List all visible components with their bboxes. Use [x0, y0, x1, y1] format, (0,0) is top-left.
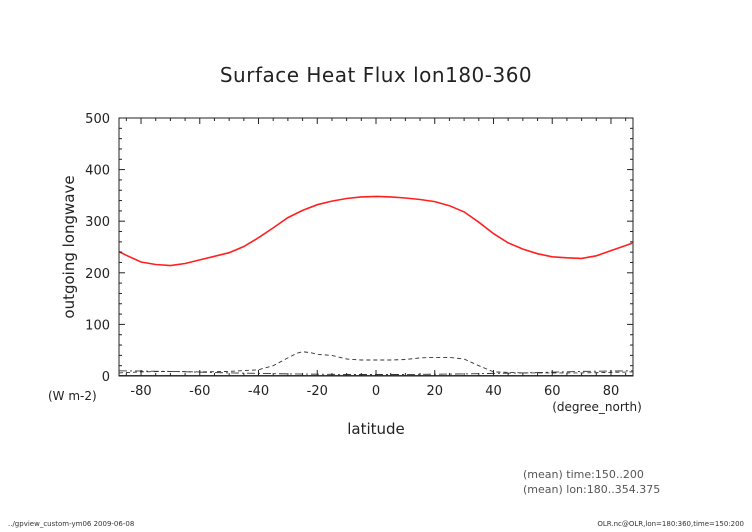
plot-frame: [118, 117, 634, 377]
tick-layer: -80 -60 -40 -20 0 20 40 60 80 0 100 200 300 400 500: [85, 112, 633, 399]
x-tick-label: 0: [372, 384, 380, 399]
x-tick-label: 60: [544, 384, 561, 399]
series-layer: [118, 195, 634, 376]
y-tick-label: 500: [85, 112, 110, 127]
y-unit-label: (W m-2): [48, 389, 97, 403]
y-tick-label: 0: [102, 370, 110, 385]
x-tick-label: -80: [130, 384, 151, 399]
y-tick-label: 100: [85, 318, 110, 333]
mean-lon-note: (mean) lon:180..354.375: [523, 483, 660, 496]
x-tick-label: 40: [485, 384, 502, 399]
y-tick-label: 200: [85, 267, 110, 282]
series-line-1: [118, 195, 634, 267]
x-tick-label: 20: [426, 384, 443, 399]
x-tick-label: -20: [307, 384, 328, 399]
series-line-2: [118, 351, 634, 374]
x-tick-label: -60: [189, 384, 210, 399]
y-tick-label: 300: [85, 215, 110, 230]
x-tick-label: -40: [248, 384, 269, 399]
chart-title: Surface Heat Flux lon180-360: [220, 63, 532, 87]
x-tick-label: 80: [603, 384, 620, 399]
mean-time-note: (mean) time:150..200: [523, 468, 644, 481]
x-axis-label: latitude: [347, 420, 405, 438]
x-unit-label: (degree_north): [552, 400, 642, 414]
footer-left: ../gpview_custom-ym06 2009-06-08: [8, 520, 134, 528]
y-axis-label: outgoing longwave: [60, 175, 78, 318]
footer-right: OLR.nc@OLR,lon=180:360,time=150:200: [597, 520, 744, 528]
y-tick-label: 400: [85, 164, 110, 179]
